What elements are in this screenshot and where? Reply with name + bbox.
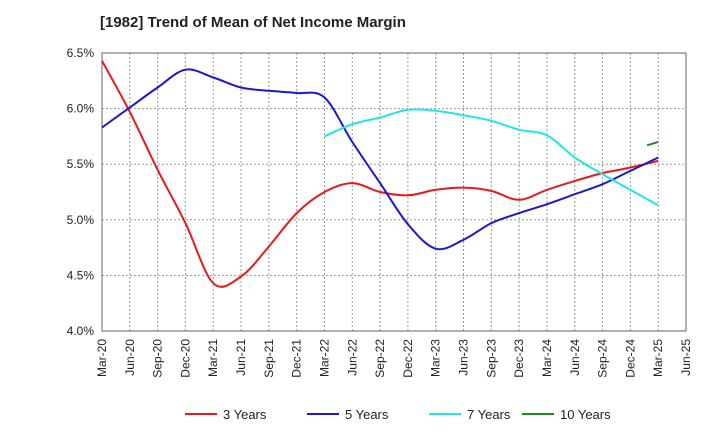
- series-line-5-years: [101, 68, 659, 251]
- x-tick-label: Sep-23: [484, 339, 498, 378]
- y-tick-label: 4.5%: [67, 268, 95, 282]
- y-tick-label: 5.0%: [67, 213, 95, 227]
- x-tick-label: Mar-23: [429, 339, 443, 377]
- x-tick-label: Mar-21: [206, 339, 220, 377]
- x-tick-label: Sep-20: [151, 339, 165, 378]
- series-line-3-years: [101, 60, 659, 288]
- x-tick-label: Mar-24: [540, 339, 554, 377]
- x-tick-label: Dec-20: [178, 339, 192, 378]
- x-tick-label: Sep-22: [373, 339, 387, 378]
- series-line-10-years: [646, 141, 659, 147]
- legend-label-3-years: 3 Years: [223, 407, 267, 422]
- x-tick-label: Jun-22: [345, 339, 359, 376]
- y-tick-label: 6.5%: [67, 46, 95, 60]
- chart-title: [1982] Trend of Mean of Net Income Margi…: [100, 14, 406, 31]
- x-tick-label: Jun-23: [457, 339, 471, 376]
- x-tick-label: Mar-22: [317, 339, 331, 377]
- x-tick-label: Dec-22: [401, 339, 415, 378]
- legend-label-10-years: 10 Years: [560, 407, 611, 422]
- x-tick-label: Dec-23: [512, 339, 526, 378]
- x-tick-label: Mar-25: [651, 339, 665, 377]
- x-tick-label: Jun-25: [679, 339, 693, 376]
- y-tick-label: 6.0%: [67, 102, 95, 116]
- x-tick-label: Dec-24: [623, 339, 637, 378]
- x-tick-label: Mar-20: [95, 339, 109, 377]
- x-tick-label: Sep-21: [262, 339, 276, 378]
- y-tick-label: 4.0%: [67, 324, 95, 338]
- plot-frame: [101, 52, 687, 332]
- legend-label-5-years: 5 Years: [345, 407, 389, 422]
- x-tick-label: Jun-20: [123, 339, 137, 376]
- x-tick-label: Sep-24: [596, 339, 610, 378]
- y-tick-label: 5.5%: [67, 157, 95, 171]
- x-tick-label: Dec-21: [290, 339, 304, 378]
- x-tick-label: Jun-21: [234, 339, 248, 376]
- series-line-7-years: [324, 108, 659, 207]
- x-tick-label: Jun-24: [568, 339, 582, 376]
- legend-label-7-years: 7 Years: [467, 407, 511, 422]
